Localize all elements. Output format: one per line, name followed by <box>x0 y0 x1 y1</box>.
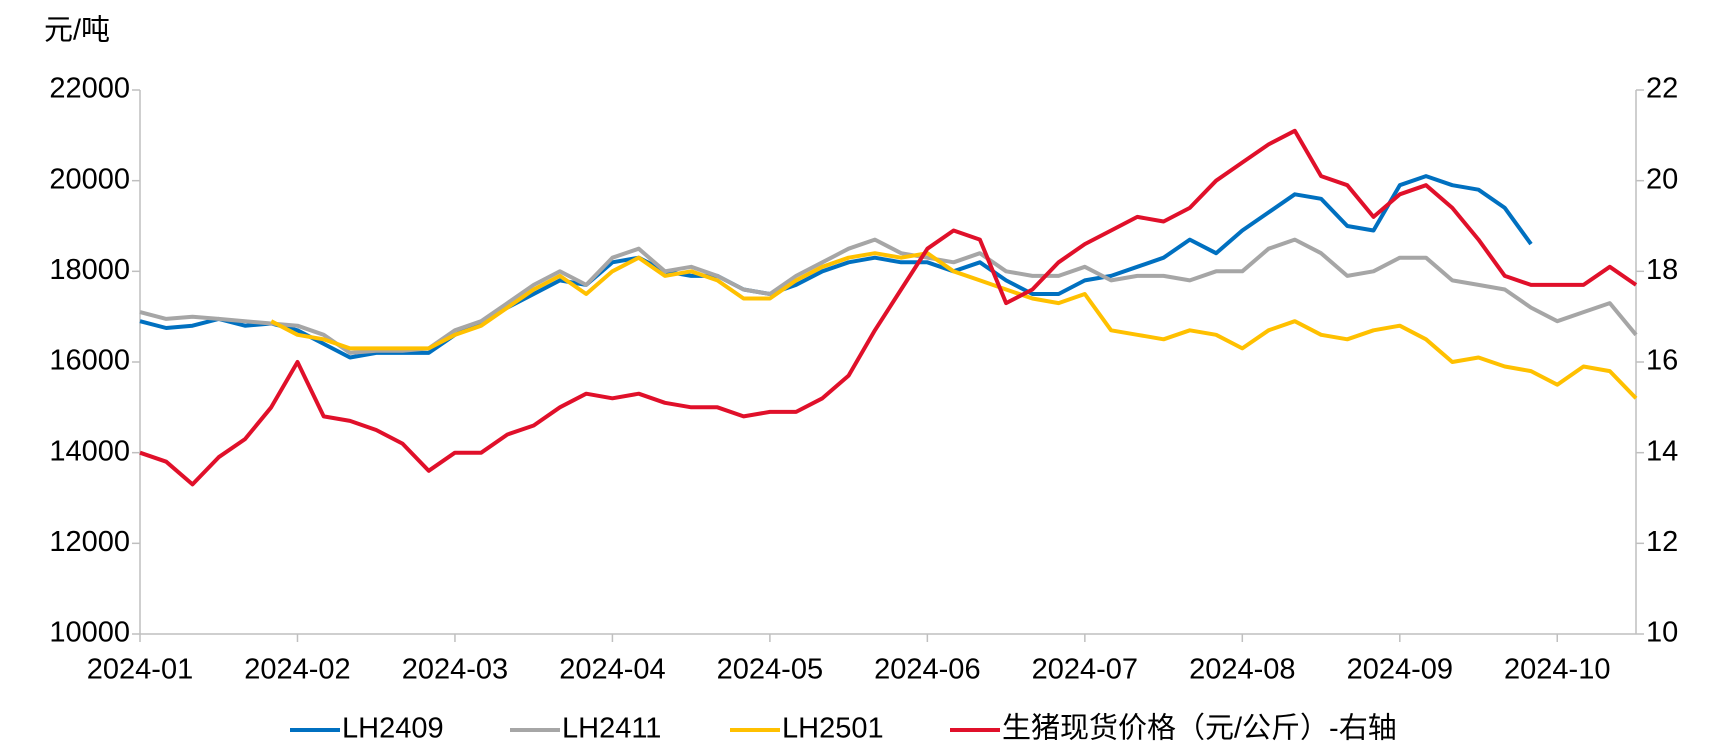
y2-tick-label: 18 <box>1646 254 1678 286</box>
series-line <box>139 128 1638 487</box>
y-tick-label: 10000 <box>49 617 130 649</box>
y-tick-label: 12000 <box>49 526 130 558</box>
y-axis-label: 元/吨 <box>44 14 110 47</box>
series-line <box>270 251 1638 400</box>
x-tick-label: 2024-06 <box>874 654 980 686</box>
x-tick-label: 2024-07 <box>1032 654 1138 686</box>
y-tick-label: 22000 <box>49 73 130 105</box>
y-tick-label: 14000 <box>49 435 130 467</box>
legend-label: LH2409 <box>342 713 444 745</box>
x-tick-label: 2024-09 <box>1347 654 1453 686</box>
legend-label: LH2501 <box>782 713 884 745</box>
x-tick-label: 2024-10 <box>1504 654 1610 686</box>
y2-tick-label: 20 <box>1646 163 1678 195</box>
x-tick-label: 2024-05 <box>717 654 823 686</box>
x-tick-label: 2024-01 <box>87 654 193 686</box>
y2-tick-label: 10 <box>1646 617 1678 649</box>
y2-tick-label: 12 <box>1646 526 1678 558</box>
series-line <box>139 174 1533 360</box>
legend-label: 生猪现货价格（元/公斤）-右轴 <box>1002 712 1397 745</box>
x-tick-label: 2024-02 <box>244 654 350 686</box>
y2-tick-label: 14 <box>1646 435 1678 467</box>
x-tick-label: 2024-08 <box>1189 654 1295 686</box>
legend-label: LH2411 <box>562 713 661 745</box>
x-tick-label: 2024-04 <box>559 654 665 686</box>
series-line <box>139 237 1638 355</box>
y-tick-label: 16000 <box>49 345 130 377</box>
y2-tick-label: 16 <box>1646 345 1678 377</box>
x-tick-label: 2024-03 <box>402 654 508 686</box>
y2-tick-label: 22 <box>1646 73 1678 105</box>
y-tick-label: 18000 <box>49 254 130 286</box>
y-tick-label: 20000 <box>49 163 130 195</box>
